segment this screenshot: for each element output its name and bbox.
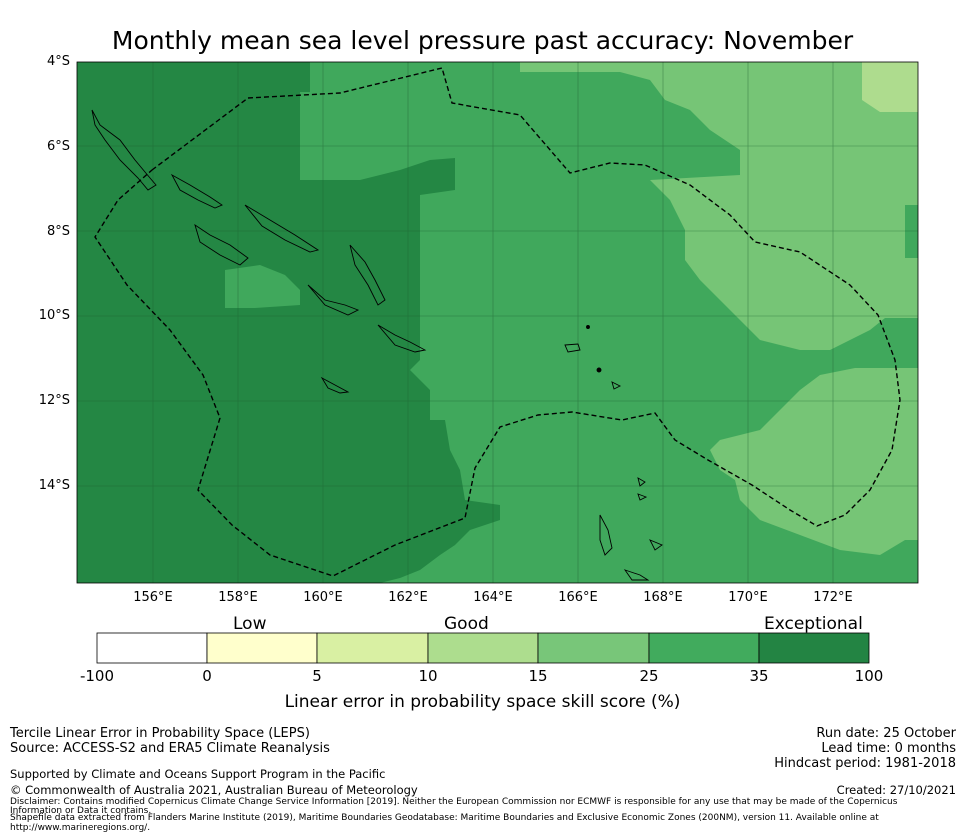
lead-time: Lead time: 0 months [821, 741, 956, 756]
colorbar-tick: 0 [202, 667, 212, 685]
lon-label: 166°E [558, 590, 598, 605]
lon-label: 172°E [813, 590, 853, 605]
created-date: Created: 27/10/2021 [836, 783, 956, 797]
legend-category-low: Low [233, 614, 267, 634]
lon-label: 160°E [303, 590, 343, 605]
run-date: Run date: 25 October [816, 726, 956, 741]
footer-method: Tercile Linear Error in Probability Spac… [10, 726, 310, 741]
hindcast-period: Hindcast period: 1981-2018 [774, 756, 956, 771]
lat-label: 6°S [46, 139, 70, 154]
legend-category-good: Good [444, 614, 489, 634]
footer-support: Supported by Climate and Oceans Support … [10, 767, 386, 781]
colorbar-segment-4 [427, 632, 539, 664]
lat-label: 8°S [46, 224, 70, 239]
colorbar-tick: 25 [639, 667, 659, 685]
lon-label: 170°E [728, 590, 768, 605]
colorbar [96, 632, 870, 664]
colorbar-segment-5 [537, 632, 650, 664]
page-title: Monthly mean sea level pressure past acc… [111, 26, 854, 55]
lon-label: 156°E [133, 590, 173, 605]
colorbar-segment-7 [758, 632, 870, 664]
coastlines [91, 109, 663, 581]
lon-label: 158°E [218, 590, 258, 605]
legend-category-exceptional: Exceptional [764, 614, 863, 634]
lon-label: 164°E [473, 590, 513, 605]
footer-copyright: © Commonwealth of Australia 2021, Austra… [10, 783, 418, 797]
footer-source: Source: ACCESS-S2 and ERA5 Climate Reana… [10, 741, 330, 756]
colorbar-segment-2 [206, 632, 318, 664]
footer-disclaimer: Shapefile data extracted from Flanders M… [10, 813, 879, 823]
colorbar-tick: 5 [312, 667, 322, 685]
colorbar-tick: 15 [528, 667, 548, 685]
lat-label: 4°S [46, 54, 70, 69]
colorbar-segment-1 [96, 632, 208, 664]
colorbar-label: Linear error in probability space skill … [284, 692, 681, 712]
eez-boundary [94, 67, 901, 577]
lon-label: 162°E [388, 590, 428, 605]
lat-label: 10°S [38, 308, 70, 323]
skill-region-light-south [710, 368, 918, 555]
colorbar-segment-3 [316, 632, 429, 664]
map-frame [76, 61, 919, 584]
graticule [77, 62, 918, 583]
skill-region-patch [225, 265, 300, 308]
lat-label: 12°S [38, 393, 70, 408]
skill-region-exceptional [77, 62, 500, 583]
lon-label: 168°E [643, 590, 683, 605]
colorbar-tick: 10 [418, 667, 438, 685]
lat-label: 14°S [38, 478, 70, 493]
colorbar-segment-6 [648, 632, 760, 664]
colorbar-tick: 35 [749, 667, 769, 685]
colorbar-tick: -100 [79, 667, 115, 685]
footer-disclaimer: Information or Data it contains. [10, 806, 152, 816]
colorbar-tick: 100 [854, 667, 884, 685]
footer-disclaimer: http://www.marineregions.org/. [10, 823, 151, 833]
skill-region-pale [862, 62, 918, 112]
footer-disclaimer: Disclaimer: Contains modified Copernicus… [10, 797, 898, 807]
